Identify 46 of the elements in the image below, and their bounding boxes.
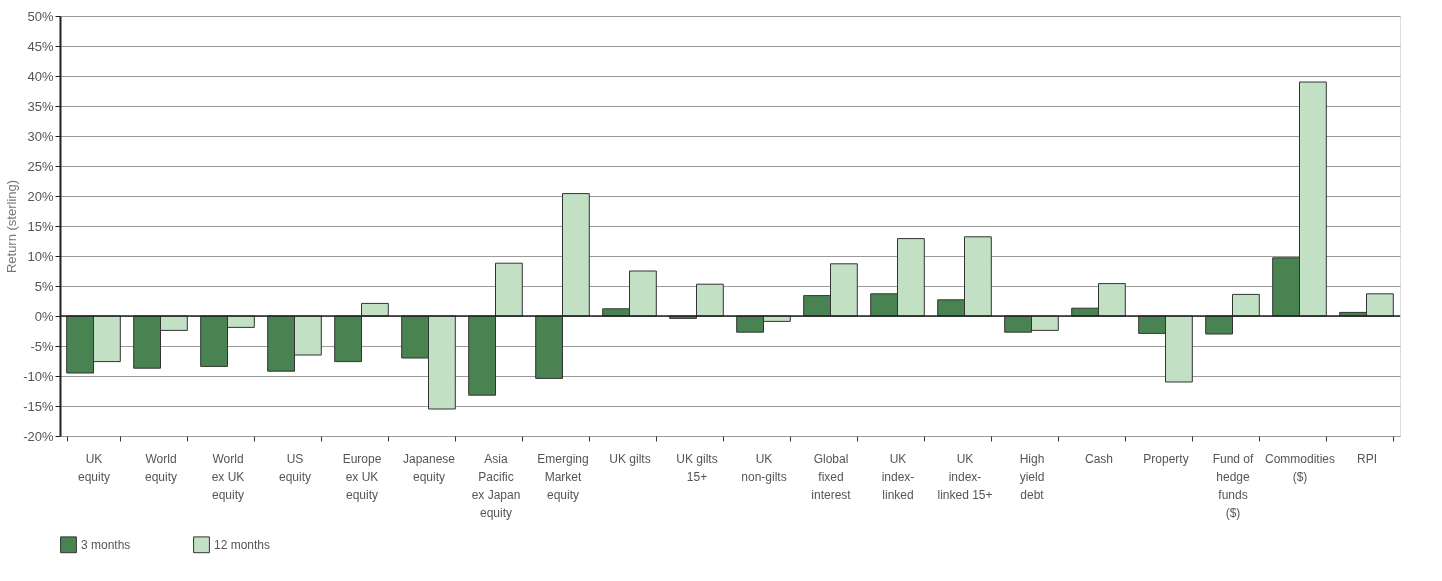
bar: [334, 315, 362, 363]
y-tick-label: 25%: [27, 158, 54, 174]
x-tick-label: World ex UK equity: [211, 451, 245, 502]
y-tick-label: 45%: [27, 38, 54, 54]
x-tick-label: Fund of hedge funds ($): [1212, 451, 1255, 520]
y-tick-label: -5%: [30, 338, 54, 354]
y-tick-label: 50%: [27, 8, 54, 24]
x-tick-label: US equity: [278, 451, 312, 484]
legend-label: 3 months: [81, 537, 131, 552]
y-tick-label: -20%: [23, 428, 54, 444]
x-tick-label: Japanese equity: [402, 451, 456, 484]
y-tick-label: 20%: [27, 188, 54, 204]
x-tick-label: Europe ex UK equity: [342, 451, 382, 502]
x-tick-label: UK non-gilts: [741, 451, 787, 484]
y-axis-title: Return (sterling): [4, 179, 20, 274]
x-tick-label: UK index- linked: [881, 451, 915, 502]
y-tick-label: 40%: [27, 68, 54, 84]
x-tick-label: UK gilts 15+: [676, 451, 718, 484]
bar: [1232, 293, 1260, 317]
x-tick-label: Cash: [1084, 451, 1114, 466]
legend-label: 12 months: [214, 537, 271, 552]
x-tick-label: World equity: [144, 451, 178, 484]
x-tick-label: Property: [1143, 451, 1189, 466]
x-tick-label: Emerging Market equity: [537, 451, 589, 502]
x-tick-label: Global fixed interest: [811, 451, 852, 502]
x-tick-label: UK gilts: [609, 451, 651, 466]
bar: [562, 193, 590, 317]
y-tick-label: 35%: [27, 98, 54, 114]
bar: [468, 315, 496, 396]
y-tick-label: 30%: [27, 128, 54, 144]
bar: [495, 262, 523, 317]
y-tick-label: 5%: [34, 278, 54, 294]
y-tick-label: 0%: [34, 308, 54, 324]
y-tick-label: 10%: [27, 248, 54, 264]
x-tick-label: Commodities ($): [1264, 451, 1336, 484]
y-tick-label: -15%: [23, 398, 54, 414]
bar: [535, 315, 563, 379]
bar: [1205, 315, 1233, 335]
x-tick-label: Asia Pacific ex Japan equity: [471, 451, 521, 520]
y-tick-label: 15%: [27, 218, 54, 234]
x-tick-label: High yield debt: [1019, 451, 1045, 502]
y-tick-label: -10%: [23, 368, 54, 384]
x-tick-label: UK equity: [77, 451, 111, 484]
x-tick-label: RPI: [1356, 451, 1378, 466]
bar: [696, 283, 724, 317]
x-tick-label: UK index- linked 15+: [937, 451, 993, 502]
